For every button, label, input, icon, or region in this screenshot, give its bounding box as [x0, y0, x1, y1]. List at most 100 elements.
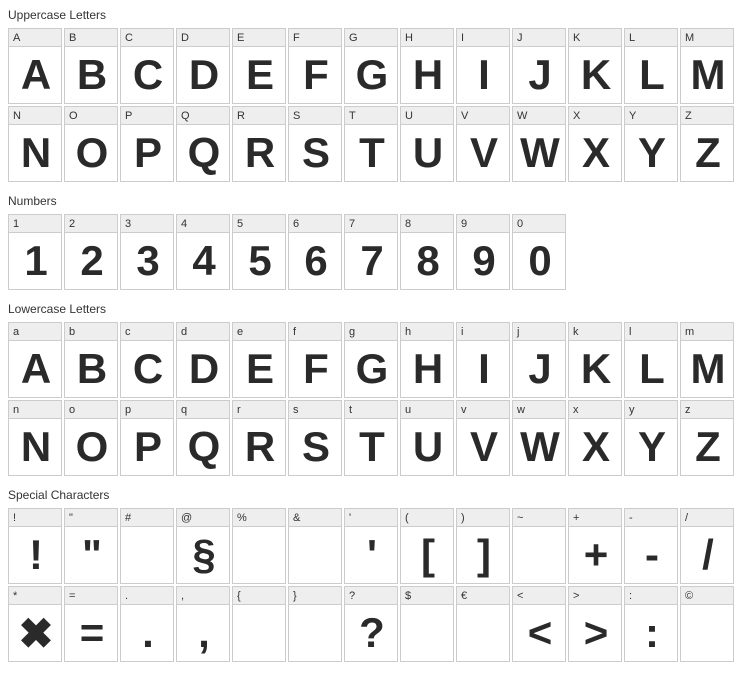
- glyph-display: E: [233, 47, 285, 103]
- glyph-display: E: [233, 341, 285, 397]
- glyph-label: V: [457, 107, 509, 125]
- glyph-cell: NN: [8, 106, 62, 182]
- glyph-display: W: [513, 125, 565, 181]
- glyph-cell: AA: [8, 28, 62, 104]
- glyph-label: 8: [401, 215, 453, 233]
- glyph-display: K: [569, 341, 621, 397]
- glyph-label: 4: [177, 215, 229, 233]
- glyph-display: ✖: [9, 605, 61, 661]
- glyph-cell: II: [456, 28, 510, 104]
- glyph-display: I: [457, 47, 509, 103]
- glyph-display: O: [65, 419, 117, 475]
- glyph-display: [681, 605, 733, 661]
- glyph-label: I: [457, 29, 509, 47]
- glyph-label: L: [625, 29, 677, 47]
- glyph-label: Y: [625, 107, 677, 125]
- glyph-cell: !!: [8, 508, 62, 584]
- glyph-cell: lL: [624, 322, 678, 398]
- glyph-display: M: [681, 47, 733, 103]
- glyph-display: 2: [65, 233, 117, 289]
- glyph-cell: oO: [64, 400, 118, 476]
- glyph-label: >: [569, 587, 621, 605]
- glyph-display: [457, 605, 509, 661]
- glyph-display: M: [681, 341, 733, 397]
- glyph-label: x: [569, 401, 621, 419]
- glyph-label: =: [65, 587, 117, 605]
- glyph-label: }: [289, 587, 341, 605]
- glyph-cell: uU: [400, 400, 454, 476]
- glyph-display: [: [401, 527, 453, 583]
- glyph-label: b: [65, 323, 117, 341]
- glyph-cell: ~: [512, 508, 566, 584]
- glyph-label: 7: [345, 215, 397, 233]
- glyph-cell: 11: [8, 214, 62, 290]
- glyph-display: S: [289, 125, 341, 181]
- glyph-label: f: [289, 323, 341, 341]
- glyph-cell: zZ: [680, 400, 734, 476]
- glyph-display: /: [681, 527, 733, 583]
- glyph-display: 9: [457, 233, 509, 289]
- glyph-display: H: [401, 47, 453, 103]
- glyph-label: O: [65, 107, 117, 125]
- glyph-label: -: [625, 509, 677, 527]
- glyph-display: §: [177, 527, 229, 583]
- glyph-cell: <<: [512, 586, 566, 662]
- glyph-cell: pP: [120, 400, 174, 476]
- glyph-cell: XX: [568, 106, 622, 182]
- glyph-cell: QQ: [176, 106, 230, 182]
- glyph-label: ?: [345, 587, 397, 605]
- glyph-cell: DD: [176, 28, 230, 104]
- glyph-display: G: [345, 341, 397, 397]
- glyph-display: [289, 527, 341, 583]
- glyph-display: 0: [513, 233, 565, 289]
- glyph-display: >: [569, 605, 621, 661]
- glyph-display: [289, 605, 341, 661]
- glyph-cell: CC: [120, 28, 174, 104]
- glyph-label: M: [681, 29, 733, 47]
- glyph-display: P: [121, 419, 173, 475]
- glyph-cell: wW: [512, 400, 566, 476]
- glyph-label: 0: [513, 215, 565, 233]
- glyph-label: E: [233, 29, 285, 47]
- glyph-cell: "": [64, 508, 118, 584]
- glyph-label: A: [9, 29, 61, 47]
- glyph-grid: aAbBcCdDeEfFgGhHiIjJkKlLmMnNoOpPqQrRsStT…: [8, 322, 740, 476]
- glyph-label: {: [233, 587, 285, 605]
- glyph-label: 5: [233, 215, 285, 233]
- glyph-section: Uppercase LettersAABBCCDDEEFFGGHHIIJJKKL…: [8, 8, 740, 182]
- glyph-cell: FF: [288, 28, 342, 104]
- glyph-label: s: [289, 401, 341, 419]
- glyph-cell: ([: [400, 508, 454, 584]
- glyph-label: u: [401, 401, 453, 419]
- glyph-cell: 88: [400, 214, 454, 290]
- glyph-display: L: [625, 47, 677, 103]
- glyph-cell: GG: [344, 28, 398, 104]
- glyph-cell: 44: [176, 214, 230, 290]
- glyph-cell: 33: [120, 214, 174, 290]
- glyph-label: d: [177, 323, 229, 341]
- glyph-display: J: [513, 47, 565, 103]
- glyph-cell: 55: [232, 214, 286, 290]
- glyph-cell: ,,: [176, 586, 230, 662]
- glyph-cell: gG: [344, 322, 398, 398]
- glyph-cell: JJ: [512, 28, 566, 104]
- glyph-label: N: [9, 107, 61, 125]
- glyph-display: 1: [9, 233, 61, 289]
- glyph-display: ?: [345, 605, 397, 661]
- glyph-display: P: [121, 125, 173, 181]
- glyph-display: B: [65, 47, 117, 103]
- glyph-label: g: [345, 323, 397, 341]
- glyph-cell: ??: [344, 586, 398, 662]
- glyph-label: z: [681, 401, 733, 419]
- glyph-label: r: [233, 401, 285, 419]
- glyph-display: <: [513, 605, 565, 661]
- glyph-label: t: [345, 401, 397, 419]
- glyph-display: Y: [625, 419, 677, 475]
- glyph-label: v: [457, 401, 509, 419]
- glyph-display: [513, 527, 565, 583]
- glyph-cell: dD: [176, 322, 230, 398]
- glyph-display: T: [345, 419, 397, 475]
- glyph-grid: !!""#@§%&''([)]~++--//*✖==..,,{}??$€<<>>…: [8, 508, 740, 662]
- glyph-cell: RR: [232, 106, 286, 182]
- glyph-label: :: [625, 587, 677, 605]
